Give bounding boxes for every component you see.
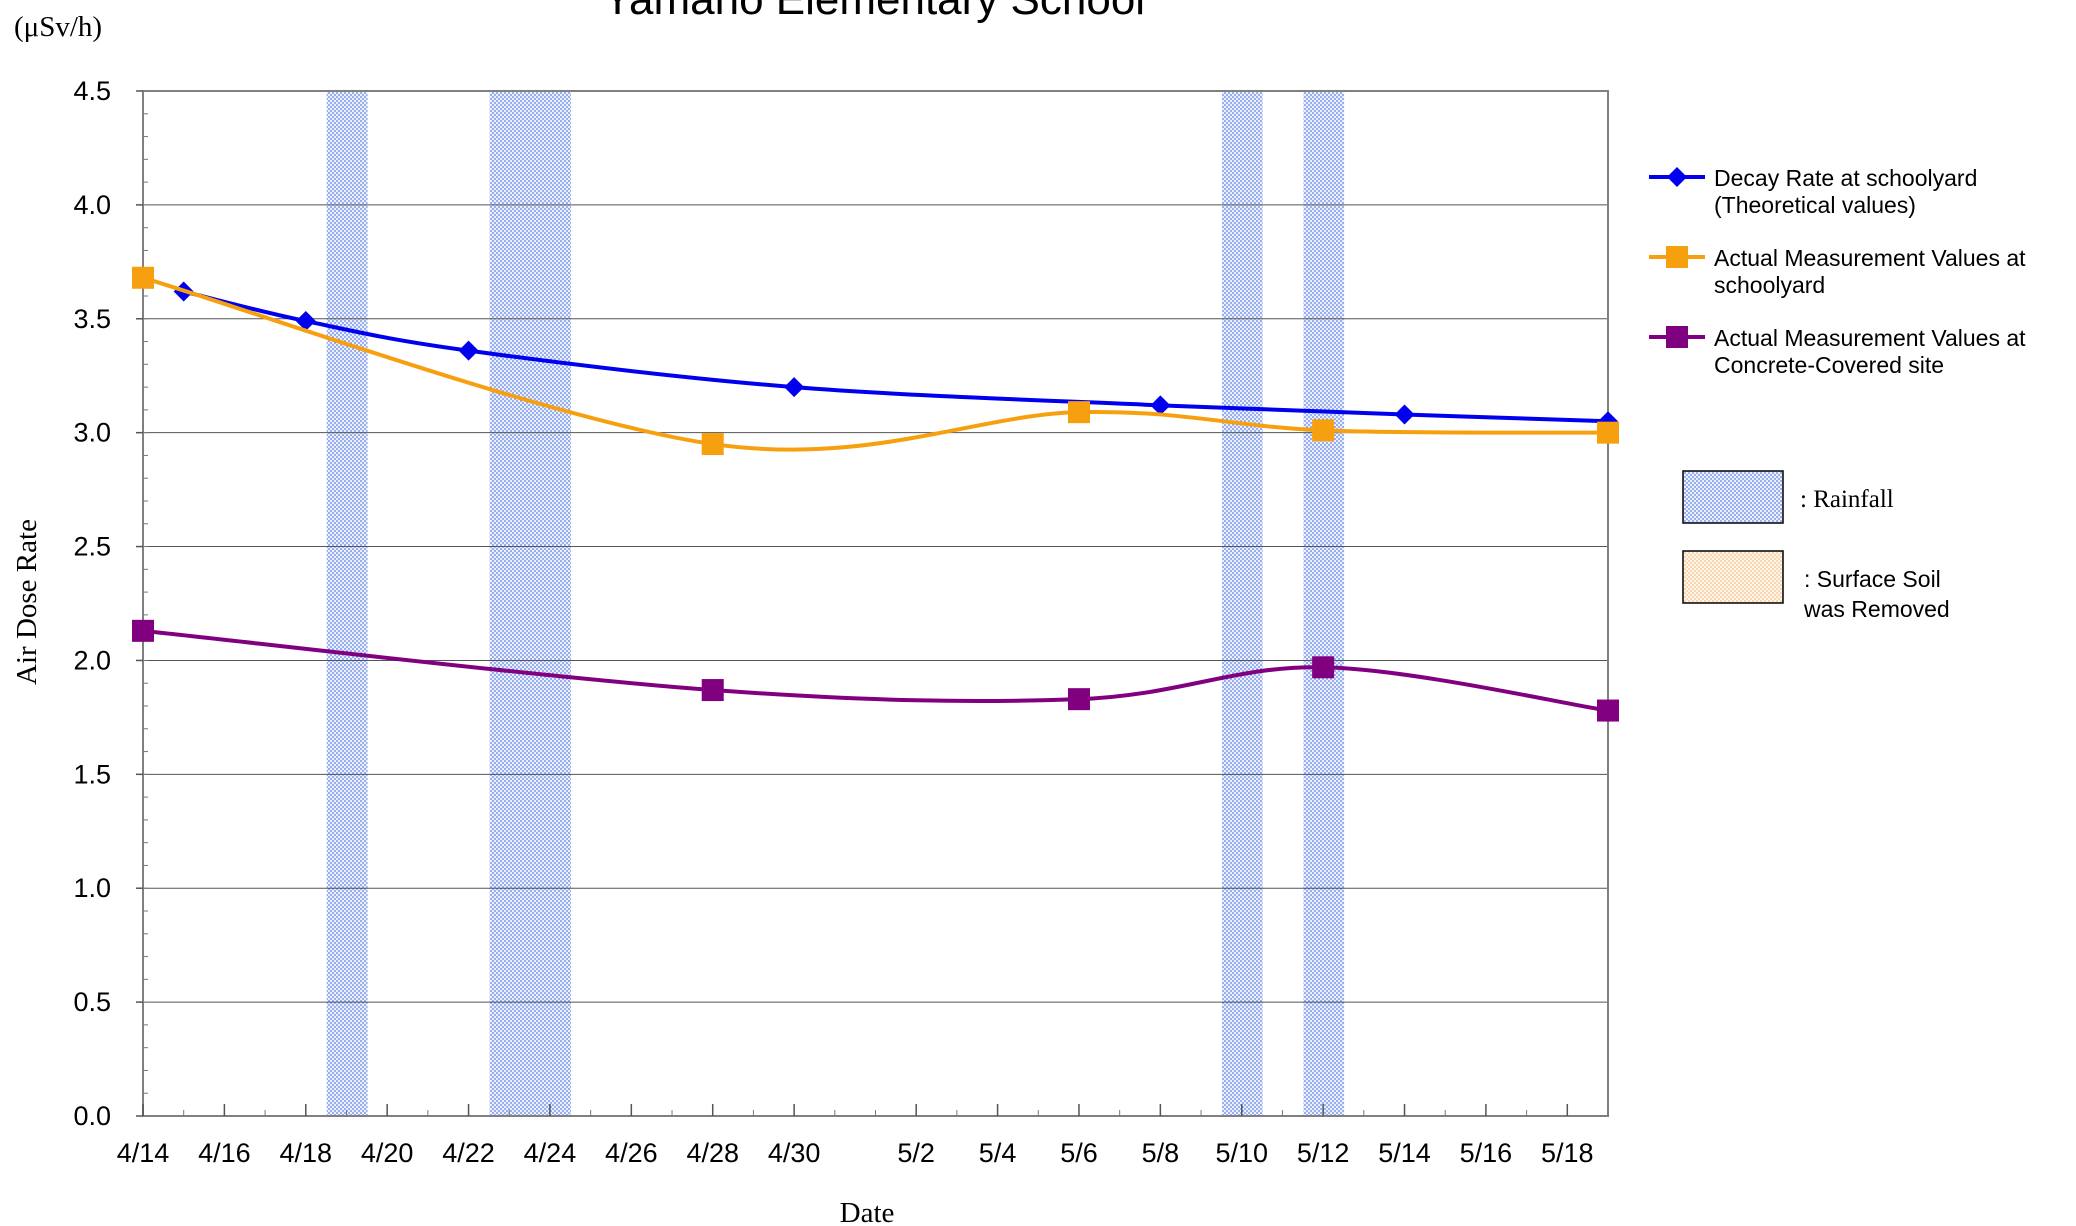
x-axis-title: Date <box>840 1197 895 1226</box>
y-tick-label: 1.5 <box>73 759 111 789</box>
y-tick-label: 4.5 <box>73 76 111 106</box>
data-point <box>132 619 154 642</box>
y-axis-title: Air Dose Rate <box>11 519 43 685</box>
data-point <box>701 679 724 702</box>
series-line <box>183 289 1609 424</box>
y-tick-label: 2.0 <box>73 645 111 675</box>
x-tick-label: 5/6 <box>1060 1138 1098 1168</box>
legend-label: Concrete-Covered site <box>1714 352 1944 378</box>
legend-box-label: : Rainfall <box>1800 486 1894 513</box>
x-tick-label: 4/20 <box>361 1138 414 1168</box>
rainfall-bands <box>326 91 1345 1116</box>
data-point <box>1312 656 1335 679</box>
series-2 <box>132 266 1619 456</box>
data-point <box>458 340 479 361</box>
data-point <box>1597 699 1619 722</box>
x-tick-label: 4/16 <box>198 1138 251 1168</box>
y-tick-label: 0.5 <box>73 987 111 1017</box>
rainfall-band <box>1303 91 1345 1116</box>
rainfall-band <box>326 91 368 1116</box>
data-point <box>1312 419 1335 442</box>
rainfall-band <box>1222 91 1263 1116</box>
x-tick-label: 4/30 <box>768 1138 821 1168</box>
x-axis: 4/14 4/16 4/18 4/20 4/22 4/24 4/26 4/28 4/30 5/2 5… <box>117 1104 1609 1168</box>
x-tick-label: 5/18 <box>1541 1138 1594 1168</box>
data-point <box>132 266 154 289</box>
x-tick-label: 4/22 <box>442 1138 495 1168</box>
y-tick-label: 4.0 <box>73 190 111 220</box>
legend-box <box>1682 470 1784 524</box>
data-point <box>1067 688 1090 711</box>
chart-title: Yamano Elementary School <box>603 0 1145 24</box>
y-tick-label: 2.5 <box>73 532 111 562</box>
y-tick-label: 1.0 <box>73 873 111 903</box>
y-tick-label: 0.0 <box>73 1101 111 1131</box>
legend-box-label: was Removed <box>1803 596 1950 622</box>
legend-label: Actual Measurement Values at <box>1714 245 2026 271</box>
legend-marker <box>1666 326 1688 348</box>
legend-label: Decay Rate at schoolyard <box>1714 165 1977 191</box>
x-tick-label: 5/8 <box>1142 1138 1180 1168</box>
data-point <box>784 377 805 398</box>
legend-label: Actual Measurement Values at <box>1714 325 2026 351</box>
x-tick-label: 5/2 <box>897 1138 935 1168</box>
legend-box <box>1682 550 1784 604</box>
legend-label: schoolyard <box>1714 272 1825 298</box>
x-tick-label: 5/12 <box>1297 1138 1350 1168</box>
series-line <box>142 628 1609 713</box>
y-axis: 0.0 0.5 1.0 1.5 2.0 2.5 3.0 3.5 4.0 4.5 <box>73 76 148 1131</box>
x-tick-label: 5/14 <box>1378 1138 1431 1168</box>
data-point <box>701 433 724 456</box>
rainfall-band <box>489 91 571 1116</box>
x-tick-label: 4/28 <box>686 1138 739 1168</box>
series-line <box>142 275 1609 452</box>
x-tick-label: 4/18 <box>279 1138 332 1168</box>
unit-label: (μSv/h) <box>14 11 102 43</box>
data-point <box>1597 421 1619 444</box>
series-3 <box>132 619 1619 722</box>
legend-item-1: Decay Rate at schoolyard(Theoretical val… <box>1649 165 1977 218</box>
data-point <box>295 311 316 332</box>
x-tick-label: 5/16 <box>1460 1138 1513 1168</box>
data-point <box>1150 395 1171 416</box>
legend-marker <box>1667 167 1687 187</box>
x-tick-label: 5/4 <box>979 1138 1017 1168</box>
legend-soil-removed: : Surface Soil was Removed <box>1682 550 1950 622</box>
x-tick-label: 4/14 <box>117 1138 170 1168</box>
legend: Decay Rate at schoolyard(Theoretical val… <box>1649 165 2026 622</box>
series <box>132 266 1619 722</box>
y-tick-label: 3.5 <box>73 304 111 334</box>
legend-box-label: : Surface Soil <box>1804 566 1941 592</box>
x-tick-label: 4/24 <box>524 1138 577 1168</box>
data-point <box>1394 404 1415 425</box>
x-tick-label: 5/10 <box>1215 1138 1268 1168</box>
y-tick-label: 3.0 <box>73 418 111 448</box>
x-tick-label: 4/26 <box>605 1138 658 1168</box>
data-point <box>1067 401 1090 424</box>
legend-rainfall: : Rainfall <box>1682 470 1894 524</box>
legend-item-3: Actual Measurement Values atConcrete-Cov… <box>1649 325 2026 378</box>
legend-label: (Theoretical values) <box>1714 192 1916 218</box>
legend-marker <box>1666 246 1688 268</box>
